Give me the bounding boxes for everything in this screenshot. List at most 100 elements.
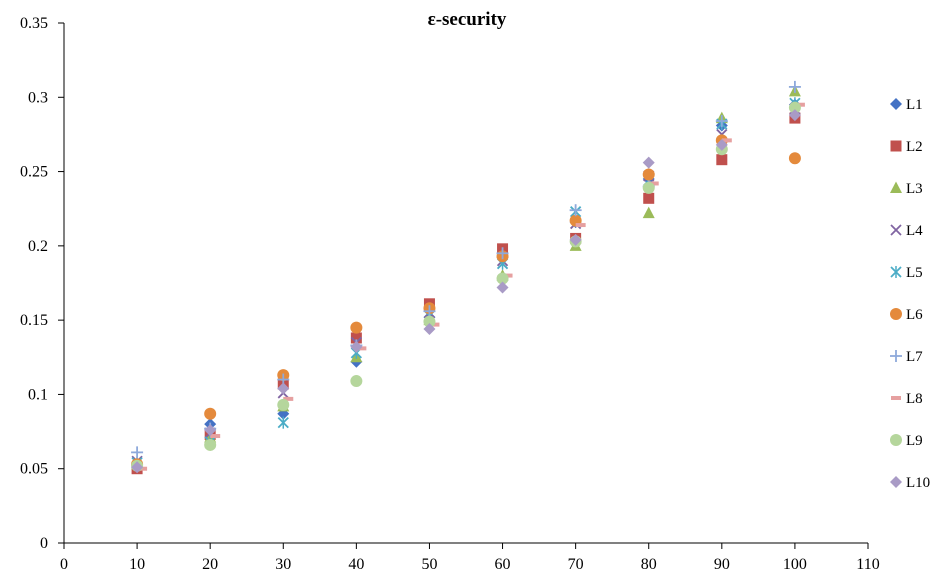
y-tick-label: 0.05 — [20, 461, 48, 478]
x-tick-label: 40 — [348, 556, 364, 573]
data-point — [788, 109, 801, 122]
data-point — [277, 416, 289, 429]
data-point — [423, 315, 436, 328]
data-point — [788, 80, 801, 93]
legend-marker — [891, 396, 901, 400]
legend-marker — [890, 476, 902, 488]
legend-item: L4 — [890, 223, 923, 239]
legend-label: L10 — [906, 475, 930, 491]
data-point — [350, 375, 363, 388]
legend-item: L10 — [890, 475, 930, 491]
data-point — [423, 305, 436, 318]
series-L3 — [131, 84, 801, 470]
data-point — [496, 247, 509, 260]
y-tick-label: 0.2 — [28, 238, 48, 255]
legend-item: L7 — [890, 349, 923, 365]
legend-item: L1 — [890, 97, 923, 113]
legend-marker — [890, 266, 902, 278]
data-point — [356, 346, 367, 351]
legend-item: L3 — [890, 181, 923, 197]
series-L10 — [131, 109, 801, 474]
data-points — [131, 80, 805, 475]
legend-label: L3 — [906, 181, 923, 197]
chart-title: ε-security — [428, 9, 507, 30]
data-point — [643, 192, 655, 204]
data-point — [575, 223, 586, 228]
data-point — [204, 438, 217, 451]
series-L6 — [131, 134, 801, 471]
legend-marker — [890, 181, 902, 193]
y-tick-label: 0.35 — [20, 15, 48, 32]
legend-label: L6 — [906, 307, 923, 323]
data-point — [721, 138, 732, 143]
legend-label: L9 — [906, 433, 923, 449]
legend-marker — [890, 434, 902, 446]
legend-label: L5 — [906, 265, 923, 281]
data-point — [788, 152, 801, 165]
x-tick-label: 10 — [129, 556, 145, 573]
legend-marker — [890, 140, 902, 152]
data-point — [715, 138, 728, 151]
series-L1 — [131, 98, 801, 474]
y-tick-label: 0 — [40, 535, 48, 552]
data-point — [131, 446, 144, 459]
x-tick-label: 100 — [783, 556, 807, 573]
legend-item: L8 — [891, 391, 923, 407]
data-point — [496, 272, 509, 285]
data-point — [642, 181, 655, 194]
legend-marker — [890, 350, 902, 362]
data-point — [277, 382, 290, 395]
data-point — [283, 396, 294, 401]
data-point — [642, 168, 655, 181]
legend-item: L9 — [890, 433, 923, 449]
data-point — [423, 323, 436, 336]
data-point — [569, 204, 582, 217]
x-tick-label: 90 — [714, 556, 730, 573]
legend-item: L6 — [890, 307, 923, 323]
legend-label: L4 — [906, 223, 923, 239]
series-L7 — [131, 80, 801, 459]
data-point — [210, 434, 221, 439]
y-tick-label: 0.25 — [20, 164, 48, 181]
data-point — [131, 461, 144, 474]
legend-marker — [890, 98, 902, 110]
axes: 0 10 20 30 40 50 60 70 80 90 100 110 0 0.05 0.1 0.15 0.2… — [20, 15, 880, 573]
legend-label: L7 — [906, 349, 923, 365]
x-tick-label: 80 — [641, 556, 657, 573]
legend-marker — [890, 224, 902, 236]
data-point — [204, 407, 217, 420]
series-L9 — [131, 101, 801, 472]
x-tick-label: 70 — [568, 556, 584, 573]
data-point — [569, 233, 582, 246]
x-tick-label: 30 — [275, 556, 291, 573]
legend-item: L5 — [890, 265, 923, 281]
legend-label: L2 — [906, 139, 923, 155]
data-point — [350, 340, 363, 353]
legend-label: L8 — [906, 391, 923, 407]
y-tick-label: 0.15 — [20, 312, 48, 329]
data-point — [350, 321, 363, 334]
data-point — [716, 154, 728, 166]
y-tick-label: 0.3 — [28, 89, 48, 106]
legend-item: L2 — [890, 139, 923, 155]
data-point — [204, 424, 217, 437]
legend: L1 L2 L3 L4 L5 L6 L7 L8 L9 L10 — [890, 97, 930, 491]
legend-marker — [890, 308, 902, 320]
series-L4 — [131, 103, 801, 467]
series-L2 — [131, 112, 801, 475]
legend-label: L1 — [906, 97, 923, 113]
x-tick-label: 0 — [60, 556, 68, 573]
data-point — [715, 115, 728, 128]
x-tick-label: 20 — [202, 556, 218, 573]
series-L8 — [137, 102, 805, 471]
y-tick-label: 0.1 — [28, 386, 48, 403]
data-point — [788, 101, 801, 114]
x-tick-label: 60 — [495, 556, 511, 573]
x-tick-label: 50 — [421, 556, 437, 573]
data-point — [642, 156, 655, 169]
data-point — [350, 332, 362, 344]
series-L5 — [131, 97, 801, 469]
data-point — [277, 398, 290, 411]
